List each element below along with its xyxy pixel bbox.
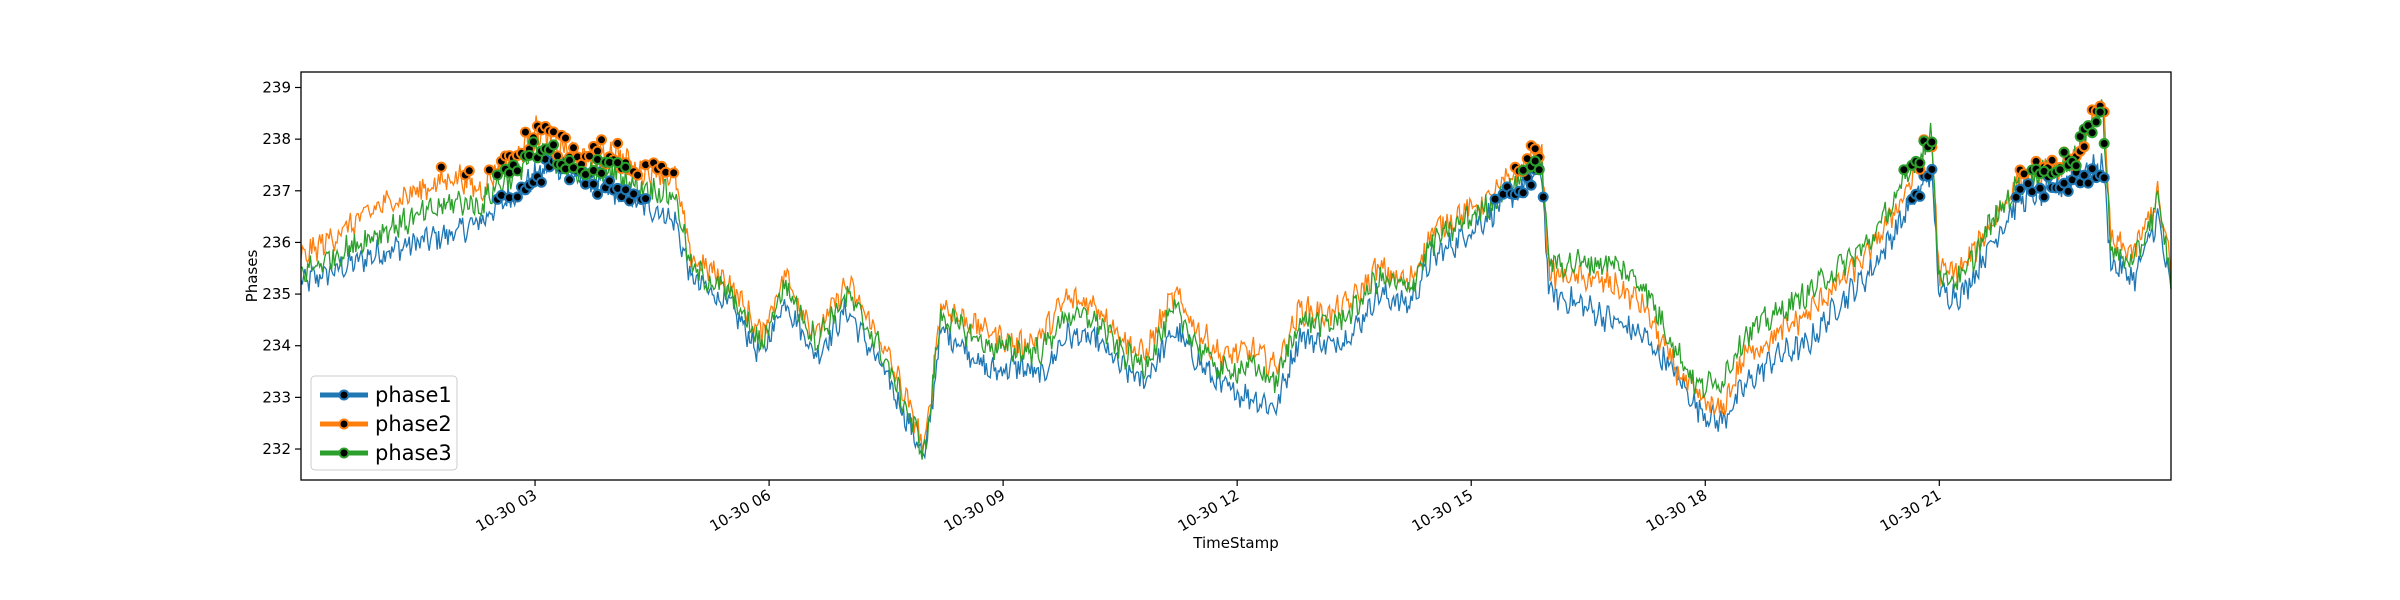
legend-marker-phase1 bbox=[338, 389, 350, 401]
phase3-marker bbox=[527, 136, 539, 148]
phase2-marker bbox=[612, 137, 624, 149]
phase1-marker bbox=[1537, 191, 1549, 203]
y-tick-label: 234 bbox=[262, 337, 291, 355]
phase3-marker bbox=[1529, 155, 1541, 167]
phase1-marker bbox=[1489, 193, 1501, 205]
phase2-marker bbox=[1529, 143, 1541, 155]
phase2-marker bbox=[435, 161, 447, 173]
phase1-marker bbox=[2038, 191, 2050, 203]
phase3-marker bbox=[2094, 106, 2106, 118]
phase3-marker bbox=[612, 157, 624, 169]
phase3-marker bbox=[620, 161, 632, 173]
phase3-marker bbox=[2090, 116, 2102, 128]
phase3-marker bbox=[491, 169, 503, 181]
phase3-marker bbox=[2054, 164, 2066, 176]
legend-label-phase3: phase3 bbox=[375, 441, 452, 465]
phase3-marker bbox=[1898, 164, 1910, 176]
phase1-marker bbox=[2086, 163, 2098, 175]
phase2-marker bbox=[463, 165, 475, 177]
phase1-marker bbox=[1517, 187, 1529, 199]
legend-label-phase1: phase1 bbox=[375, 383, 452, 407]
legend-marker-phase2 bbox=[338, 418, 350, 430]
phase2-marker bbox=[560, 132, 571, 144]
legend-marker-phase3 bbox=[338, 447, 350, 459]
phase2-marker bbox=[2046, 154, 2058, 166]
phase1-marker bbox=[2014, 183, 2026, 195]
phase2-marker bbox=[668, 167, 680, 179]
phase3-marker bbox=[2086, 127, 2098, 139]
y-axis: 232 233 234 235 236 237 238 239 bbox=[262, 78, 301, 458]
phase1-marker bbox=[1926, 163, 1938, 175]
phase3-marker bbox=[511, 165, 523, 177]
legend: phase1 phase2 phase3 bbox=[310, 375, 458, 471]
phase1-marker bbox=[2062, 185, 2074, 197]
phase3-marker bbox=[1926, 136, 1938, 148]
plot-frame bbox=[300, 71, 2172, 481]
phase2-marker bbox=[596, 134, 607, 146]
y-tick-label: 238 bbox=[262, 130, 291, 148]
y-tick-label: 232 bbox=[262, 440, 291, 458]
phase1-marker bbox=[564, 174, 575, 186]
series-markers bbox=[435, 100, 2110, 207]
phase2-marker bbox=[519, 126, 531, 138]
phase1-marker bbox=[2098, 172, 2110, 184]
phase3-marker bbox=[2058, 146, 2070, 158]
phase1-marker bbox=[604, 175, 615, 187]
phase3-marker bbox=[2098, 138, 2110, 149]
phase1-marker bbox=[2082, 177, 2094, 189]
x-axis-label: TimeStamp bbox=[1192, 534, 1278, 552]
phase2-marker bbox=[2078, 141, 2090, 153]
phase1-marker bbox=[592, 188, 603, 200]
phase1-marker bbox=[640, 193, 652, 205]
y-tick-label: 233 bbox=[262, 388, 291, 406]
legend-label-phase2: phase2 bbox=[375, 412, 452, 436]
y-tick-label: 236 bbox=[262, 233, 291, 251]
y-tick-label: 239 bbox=[262, 78, 291, 96]
phase1-marker bbox=[1525, 179, 1537, 191]
phase3-marker bbox=[1914, 157, 1926, 169]
y-tick-label: 237 bbox=[262, 182, 291, 200]
y-tick-label: 235 bbox=[262, 285, 291, 303]
phase1-marker bbox=[511, 191, 523, 203]
phase3-marker bbox=[596, 167, 607, 179]
legend-box bbox=[310, 375, 458, 471]
phase1-marker bbox=[1914, 190, 1926, 202]
phase1-marker bbox=[588, 178, 599, 190]
phase3-line bbox=[300, 99, 2172, 460]
phase1-marker bbox=[535, 176, 547, 188]
phase2-marker bbox=[568, 142, 579, 154]
phase3-marker bbox=[1533, 164, 1545, 176]
y-axis-label: Phases bbox=[243, 250, 261, 303]
phase1-marker bbox=[2034, 182, 2046, 194]
phase2-marker bbox=[632, 169, 644, 181]
phase1-marker bbox=[628, 188, 640, 200]
phase3-marker bbox=[548, 139, 559, 151]
phase3-marker bbox=[2070, 160, 2082, 172]
